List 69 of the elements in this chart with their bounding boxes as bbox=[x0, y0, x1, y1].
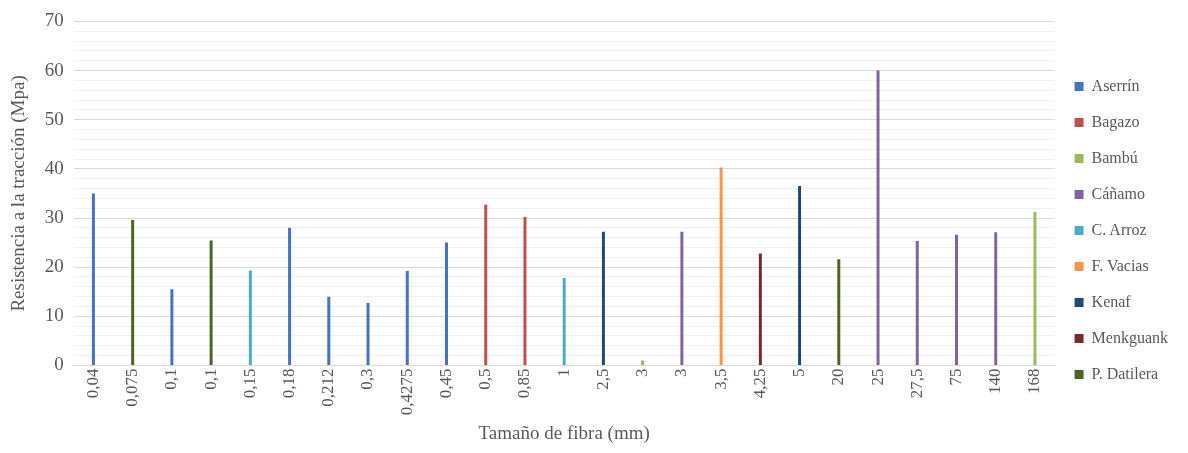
x-tick-label: 0,45 bbox=[435, 368, 455, 399]
x-tick-label: 0,15 bbox=[239, 368, 259, 399]
y-tick-label: 70 bbox=[44, 9, 64, 31]
x-tick-label: 168 bbox=[1024, 368, 1044, 394]
x-axis-title: Tamaño de fibra (mm) bbox=[478, 421, 650, 444]
x-tick-label: 25 bbox=[867, 368, 887, 386]
bar bbox=[680, 231, 684, 365]
x-tick-label: 0,4275 bbox=[396, 368, 416, 416]
x-tick-label: 75 bbox=[945, 368, 965, 386]
bar bbox=[444, 242, 448, 365]
bar bbox=[366, 303, 370, 365]
bar bbox=[876, 70, 880, 365]
bar bbox=[405, 271, 409, 365]
bar bbox=[562, 277, 566, 365]
bar bbox=[484, 204, 488, 365]
legend-label: Kenaf bbox=[1091, 292, 1132, 310]
y-axis-title: Resistencia a la tracción (Mpa) bbox=[7, 75, 30, 312]
bar bbox=[91, 193, 95, 365]
legend-label: P. Datilera bbox=[1091, 364, 1159, 382]
bar bbox=[719, 167, 723, 365]
x-tick-label: 0,85 bbox=[514, 368, 534, 399]
x-tick-label: 3 bbox=[632, 368, 652, 377]
x-tick-label: 0,212 bbox=[318, 368, 338, 407]
bar bbox=[798, 186, 802, 365]
y-tick-label: 20 bbox=[44, 255, 64, 277]
bar bbox=[641, 360, 645, 365]
x-tick-label: 0,5 bbox=[475, 368, 495, 390]
x-tick-label: 0,3 bbox=[357, 368, 377, 390]
bar bbox=[601, 231, 605, 365]
y-tick-label: 30 bbox=[44, 205, 64, 227]
legend-label: Aserrín bbox=[1091, 76, 1140, 94]
legend-label: C. Arroz bbox=[1091, 220, 1147, 238]
y-tick-label: 50 bbox=[44, 107, 64, 129]
x-tick-label: 0,18 bbox=[279, 368, 299, 399]
x-tick-label: 140 bbox=[985, 368, 1005, 394]
x-tick-label: 0,075 bbox=[122, 368, 142, 407]
bar bbox=[915, 241, 919, 365]
legend-label: F. Vacias bbox=[1091, 256, 1149, 274]
x-tick-label: 0,1 bbox=[161, 368, 181, 390]
y-tick-label: 60 bbox=[44, 58, 64, 80]
bar bbox=[248, 270, 252, 365]
y-tick-label: 40 bbox=[44, 156, 64, 178]
bar bbox=[327, 296, 331, 365]
x-tick-label: 5 bbox=[789, 368, 809, 377]
legend-label: Cáñamo bbox=[1091, 184, 1145, 202]
x-tick-label: 1 bbox=[553, 368, 573, 377]
bar bbox=[994, 232, 998, 365]
bar bbox=[954, 234, 958, 365]
bar bbox=[837, 259, 841, 365]
x-tick-label: 0,1 bbox=[200, 368, 220, 390]
bar bbox=[131, 219, 135, 365]
bar bbox=[209, 240, 213, 365]
bar bbox=[288, 227, 292, 365]
x-tick-label: 3 bbox=[671, 368, 691, 377]
bar bbox=[170, 289, 174, 365]
x-tick-label: 27,5 bbox=[906, 368, 926, 399]
x-tick-label: 0,04 bbox=[82, 367, 102, 399]
bar bbox=[758, 253, 762, 365]
y-tick-label: 10 bbox=[44, 304, 64, 326]
legend-label: Menkguank bbox=[1091, 328, 1169, 347]
bar bbox=[1033, 212, 1037, 365]
legend-label: Bambú bbox=[1091, 148, 1138, 166]
x-tick-label: 4,25 bbox=[749, 368, 769, 399]
x-tick-label: 20 bbox=[828, 368, 848, 386]
x-tick-label: 3,5 bbox=[710, 368, 730, 390]
y-tick-label: 0 bbox=[54, 353, 64, 375]
x-tick-label: 2,5 bbox=[592, 368, 612, 390]
bar bbox=[523, 217, 527, 365]
legend-label: Bagazo bbox=[1091, 112, 1140, 131]
